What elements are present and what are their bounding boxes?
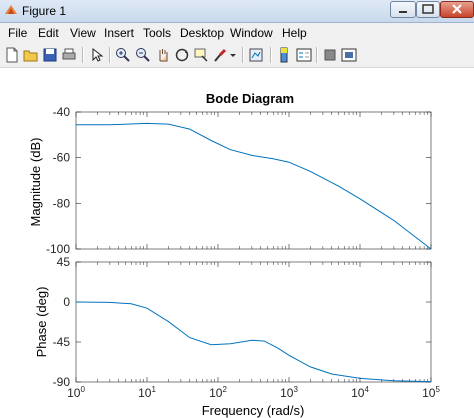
link-plot-icon[interactable]	[248, 47, 264, 63]
bode-plot: Bode Diagram Magnitude (dB) Phase (deg) …	[28, 91, 441, 418]
phase-x-tick-label: 100	[67, 385, 85, 400]
phase-x-tick-label: 104	[351, 385, 369, 400]
phase-y-tick-label: 45	[57, 255, 71, 269]
close-button[interactable]	[440, 1, 474, 18]
toolbar-separator	[109, 47, 111, 63]
menu-window[interactable]: Window	[230, 26, 273, 40]
rotate-3d-icon[interactable]	[174, 47, 190, 63]
maximize-icon	[422, 4, 434, 14]
menu-view[interactable]: View	[70, 26, 96, 40]
window-title: Figure 1	[22, 4, 67, 18]
toolbar-separator	[82, 47, 84, 63]
new-figure-icon[interactable]	[4, 47, 20, 63]
zoom-out-icon[interactable]	[135, 47, 151, 63]
menu-insert[interactable]: Insert	[104, 26, 135, 40]
phase-x-tick-label: 101	[138, 385, 156, 400]
menu-tools[interactable]: Tools	[143, 26, 172, 40]
show-plot-tools-icon[interactable]	[341, 47, 357, 63]
close-icon	[452, 4, 462, 14]
toolbar	[0, 43, 474, 68]
data-cursor-icon[interactable]	[193, 47, 209, 63]
magnitude-axes: -40 -60 -80 -100	[46, 105, 432, 256]
phase-y-tick-label: 0	[63, 295, 70, 309]
brush-icon[interactable]	[212, 47, 228, 63]
save-icon[interactable]	[42, 47, 58, 63]
colorbar-icon[interactable]	[276, 47, 292, 63]
minimize-button[interactable]	[390, 1, 416, 18]
hide-plot-tools-icon[interactable]	[322, 47, 338, 63]
phase-response-line	[75, 301, 432, 383]
minimize-icon	[399, 11, 407, 13]
maximize-button[interactable]	[416, 1, 440, 18]
phase-x-tick-label: 105	[422, 385, 440, 400]
magnitude-y-tick-label: -100	[46, 242, 70, 256]
menu-edit[interactable]: Edit	[38, 26, 59, 40]
title-bar: Figure 1	[0, 0, 474, 23]
phase-axis-label: Phase (deg)	[34, 287, 49, 358]
magnitude-axis-label: Magnitude (dB)	[28, 138, 43, 227]
zoom-in-icon[interactable]	[115, 47, 131, 63]
frequency-axis-label: Frequency (rad/s)	[202, 403, 305, 418]
toolbar-separator	[316, 47, 318, 63]
open-file-icon[interactable]	[23, 47, 39, 63]
legend-icon[interactable]	[296, 47, 312, 63]
menu-file[interactable]: File	[8, 26, 28, 40]
figure-canvas: Bode Diagram Magnitude (dB) Phase (deg) …	[0, 68, 474, 418]
magnitude-y-tick-label: -40	[53, 105, 71, 119]
phase-x-tick-label: 102	[209, 385, 227, 400]
matlab-app-icon	[5, 5, 17, 14]
pointer-icon[interactable]	[89, 47, 105, 63]
chart-title: Bode Diagram	[206, 91, 294, 106]
magnitude-y-tick-label: -60	[53, 151, 71, 165]
phase-axes-box	[75, 261, 432, 383]
magnitude-y-tick-label: -80	[53, 196, 71, 210]
print-icon[interactable]	[61, 47, 77, 63]
phase-y-tick-label: -90	[53, 375, 71, 389]
magnitude-response-line	[76, 122, 432, 250]
brush-dropdown-icon[interactable]	[229, 47, 237, 63]
magnitude-axes-box	[75, 111, 432, 250]
toolbar-separator	[270, 47, 272, 63]
pan-icon[interactable]	[155, 47, 171, 63]
menu-bar: File Edit View Insert Tools Desktop Wind…	[0, 23, 474, 43]
phase-y-tick-label: -45	[53, 335, 71, 349]
menu-help[interactable]: Help	[282, 26, 307, 40]
phase-x-tick-label: 103	[280, 385, 298, 400]
toolbar-separator	[242, 47, 244, 63]
menu-desktop[interactable]: Desktop	[180, 26, 225, 40]
